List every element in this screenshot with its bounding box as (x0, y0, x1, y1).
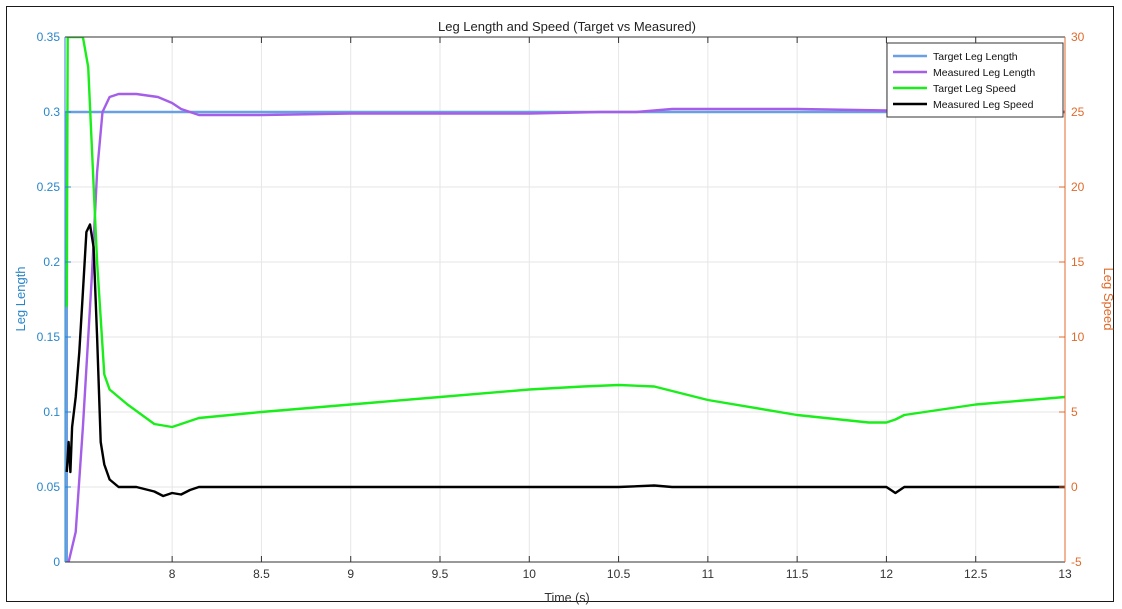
y-tick-label-left: 0.2 (43, 255, 60, 269)
x-tick-label: 13 (1058, 567, 1072, 581)
x-tick-label: 8 (169, 567, 176, 581)
x-tick-label: 9.5 (432, 567, 449, 581)
series-line-target-leg-speed (65, 37, 1065, 429)
x-tick-label: 9 (347, 567, 354, 581)
y-tick-label-right: 25 (1071, 105, 1085, 119)
legend-label-measured-leg-length: Measured Leg Length (933, 67, 1035, 79)
y-axis-label-right: Leg Speed (1101, 268, 1116, 331)
chart-title: Leg Length and Speed (Target vs Measured… (438, 19, 696, 34)
y-tick-label-right: 30 (1071, 30, 1085, 44)
axes (64, 36, 1066, 563)
y-tick-label-left: 0.1 (43, 405, 60, 419)
y-tick-label-right: 20 (1071, 180, 1085, 194)
x-tick-label: 10 (523, 567, 537, 581)
series-line-measured-leg-speed (65, 223, 1065, 498)
y-tick-label-right: 5 (1071, 405, 1078, 419)
y-tick-label-left: 0.15 (37, 330, 61, 344)
series-line-measured-leg-length (67, 92, 1065, 562)
legend-label-target-leg-length: Target Leg Length (933, 51, 1018, 63)
grid (65, 36, 1066, 563)
y-tick-label-left: 0.05 (37, 480, 61, 494)
plot-area (65, 37, 1065, 562)
x-tick-label: 11.5 (786, 567, 809, 581)
legend-label-target-leg-speed: Target Leg Speed (933, 83, 1016, 95)
tick-labels: 8 8.5 9 9.5 10 10.5 11 11.5 12 12.5 13 0 0.05 0.1 0.15… (37, 30, 1085, 581)
legend-label-measured-leg-speed: Measured Leg Speed (933, 99, 1034, 111)
y-tick-label-right: 10 (1071, 330, 1085, 344)
x-tick-label: 8.5 (253, 567, 270, 581)
y-tick-label-right: 0 (1071, 480, 1078, 494)
x-axis-label: Time (s) (544, 591, 589, 605)
x-tick-label: 12.5 (964, 567, 988, 581)
y-tick-label-left: 0.35 (37, 30, 61, 44)
y-tick-label-right: 15 (1071, 255, 1085, 269)
y-tick-label-left: 0.3 (43, 105, 60, 119)
y-tick-label-left: 0 (53, 555, 60, 569)
legend: Target Leg Length Measured Leg Length Targ… (886, 42, 1064, 118)
y-tick-label-right: -5 (1071, 555, 1082, 569)
x-tick-label: 10.5 (607, 567, 631, 581)
x-tick-label: 11 (702, 567, 715, 581)
x-tick-label: 12 (880, 567, 894, 581)
y-axis-label-left: Leg Length (13, 266, 28, 331)
y-tick-label-left: 0.25 (37, 180, 61, 194)
